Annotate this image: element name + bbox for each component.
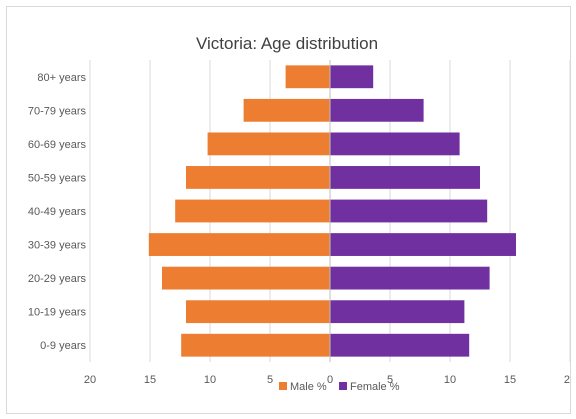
legend-swatch-male (279, 382, 287, 390)
y-tick-label: 0-9 years (40, 340, 86, 352)
x-tick-label: 20 (564, 374, 570, 386)
y-tick-label: 70-79 years (28, 105, 87, 117)
y-tick-label: 40-49 years (28, 206, 87, 218)
female-bar (330, 65, 374, 89)
bars (148, 65, 516, 357)
male-bar (285, 65, 330, 89)
legend-swatch-female (339, 382, 347, 390)
female-bar (330, 132, 460, 156)
legend-label-male: Male % (290, 381, 327, 393)
legend-label-female: Female % (350, 381, 400, 393)
x-tick-label: 10 (444, 374, 456, 386)
x-tick-label: 15 (144, 374, 156, 386)
y-tick-label: 20-29 years (28, 273, 87, 285)
male-bar (162, 266, 330, 290)
x-tick-label: 5 (387, 374, 393, 386)
female-bar (330, 233, 516, 256)
male-bar (186, 300, 330, 324)
x-tick-label: 10 (204, 374, 216, 386)
y-tick-label: 60-69 years (28, 139, 87, 151)
female-bar (330, 266, 490, 290)
y-tick-label: 50-59 years (28, 172, 87, 184)
x-tick-label: 5 (267, 374, 273, 386)
male-bar (243, 98, 330, 122)
x-tick-label: 20 (84, 374, 96, 386)
chart-title: Victoria: Age distribution (196, 34, 378, 53)
male-bar (148, 233, 330, 256)
female-bar (330, 98, 424, 122)
male-bar (175, 199, 330, 223)
y-tick-label: 80+ years (37, 72, 86, 84)
chart-frame: 20 15 10 5 0 5 10 15 20 80+ years 70-79 years 60-69… (6, 6, 571, 414)
female-bar (330, 333, 470, 357)
male-bar (207, 132, 330, 156)
legend: Male % Female % (279, 381, 400, 393)
x-tick-label: 0 (327, 374, 333, 386)
female-bar (330, 300, 465, 324)
female-bar (330, 166, 480, 189)
male-bar (186, 166, 330, 189)
y-tick-label: 30-39 years (28, 240, 87, 252)
female-bar (330, 199, 488, 223)
male-bar (181, 333, 330, 357)
x-tick-label: 15 (504, 374, 516, 386)
axes: 20 15 10 5 0 5 10 15 20 80+ years 70-79 years 60-69… (28, 60, 570, 386)
y-tick-label: 10-19 years (28, 307, 87, 319)
population-pyramid-chart: 20 15 10 5 0 5 10 15 20 80+ years 70-79 years 60-69… (28, 34, 570, 393)
